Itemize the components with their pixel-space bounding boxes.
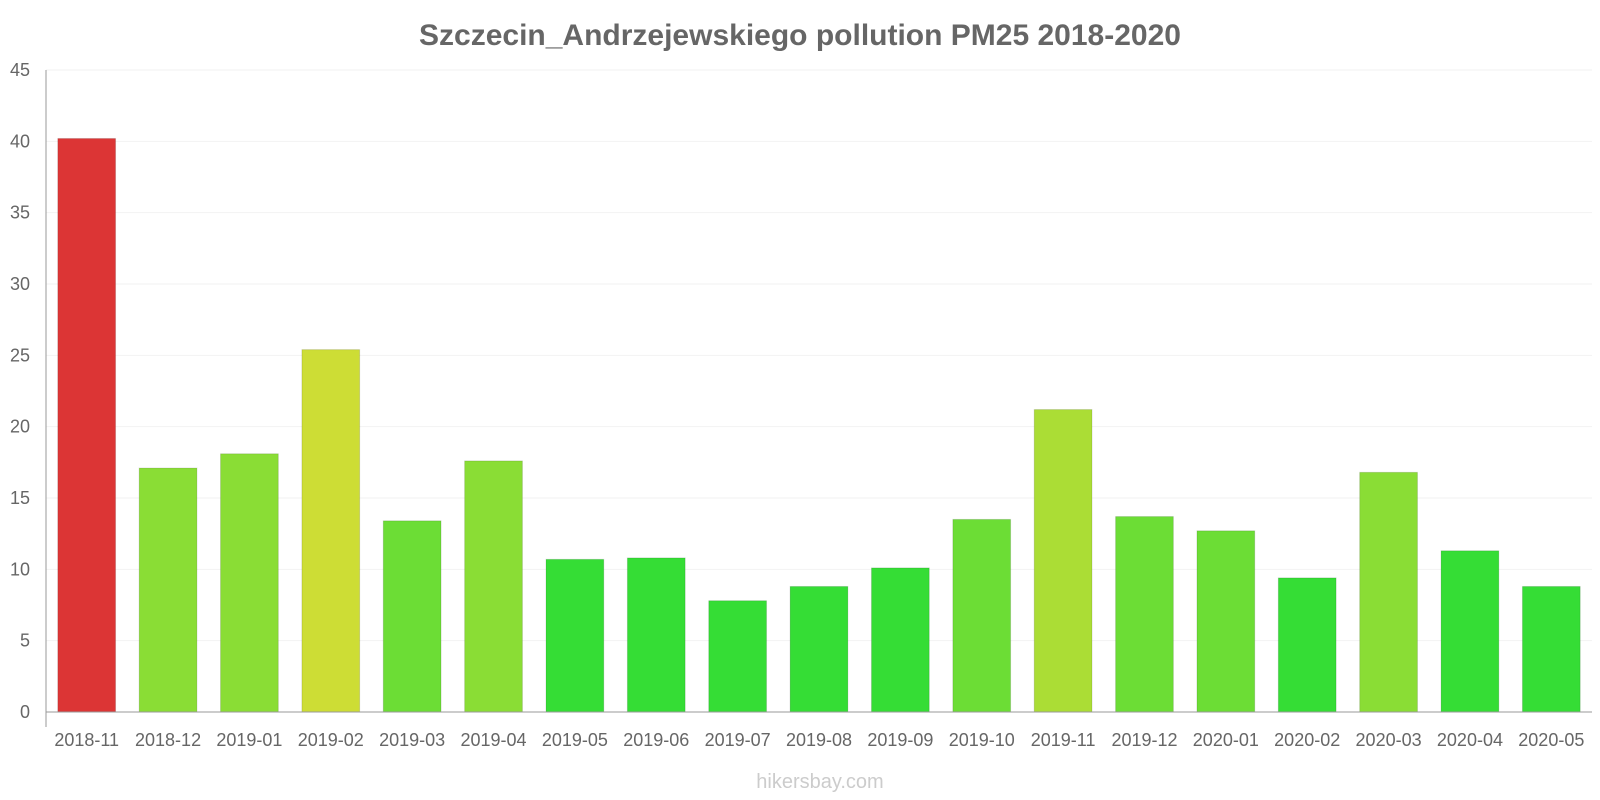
y-tick-label: 15 xyxy=(10,488,30,508)
y-tick-label: 25 xyxy=(10,345,30,365)
bar-2020-02 xyxy=(1277,577,1337,713)
x-tick-label: 2020-04 xyxy=(1437,730,1503,750)
x-axis-ticks: 2018-11 2018-12 2019-01 2019-02 2019-03 2019-… xyxy=(54,730,1584,750)
x-tick-label: 2019-12 xyxy=(1111,730,1177,750)
bar-2019-02 xyxy=(301,349,361,713)
bar-2019-04 xyxy=(464,460,523,713)
bar-2019-11 xyxy=(1033,409,1093,713)
bar-2020-04 xyxy=(1440,550,1500,713)
x-tick-label: 2019-11 xyxy=(1031,730,1096,750)
bar-2018-12 xyxy=(138,467,198,713)
x-tick-label: 2019-02 xyxy=(298,730,364,750)
x-tick-label: 2019-04 xyxy=(460,730,526,750)
x-tick-label: 2019-03 xyxy=(379,730,445,750)
x-tick-label: 2019-05 xyxy=(542,730,608,750)
bar-2019-05 xyxy=(545,558,605,713)
x-tick-label: 2019-06 xyxy=(623,730,689,750)
bar-2019-10 xyxy=(952,518,1012,713)
x-tick-label: 2020-03 xyxy=(1356,730,1422,750)
x-tick-label: 2018-11 xyxy=(54,730,119,750)
bar-2019-08 xyxy=(789,585,849,713)
chart-title: Szczecin_Andrzejewskiego pollution PM25 … xyxy=(419,19,1181,52)
bar-2018-11 xyxy=(57,137,117,713)
y-tick-label: 45 xyxy=(10,60,30,80)
bar-2019-03 xyxy=(382,520,442,713)
y-axis-ticks: 0 5 10 15 20 25 30 35 40 45 xyxy=(10,60,30,722)
x-tick-label: 2019-10 xyxy=(949,730,1015,750)
bar-2020-05 xyxy=(1521,585,1581,713)
bar-2019-12 xyxy=(1115,516,1174,713)
x-tick-label: 2018-12 xyxy=(135,730,201,750)
x-tick-label: 2019-07 xyxy=(705,730,771,750)
x-tick-label: 2020-01 xyxy=(1193,730,1259,750)
x-tick-label: 2020-05 xyxy=(1518,730,1584,750)
y-tick-label: 20 xyxy=(10,417,30,437)
x-tick-label: 2019-01 xyxy=(216,730,282,750)
y-tick-label: 10 xyxy=(10,559,30,579)
x-tick-label: 2019-09 xyxy=(867,730,933,750)
watermark: hikersbay.com xyxy=(756,771,883,793)
y-tick-label: 40 xyxy=(10,131,30,151)
y-tick-label: 0 xyxy=(20,702,30,722)
bar-2019-07 xyxy=(708,600,768,713)
y-tick-label: 35 xyxy=(10,203,30,223)
bar-2019-09 xyxy=(870,567,930,713)
bar-2019-06 xyxy=(626,557,686,713)
y-tick-label: 5 xyxy=(20,631,30,651)
bars xyxy=(57,137,1581,713)
bar-2020-01 xyxy=(1196,530,1256,713)
x-tick-label: 2020-02 xyxy=(1274,730,1340,750)
bar-2020-03 xyxy=(1359,471,1418,713)
bar-2019-01 xyxy=(220,453,279,713)
y-tick-label: 30 xyxy=(10,274,30,294)
x-tick-label: 2019-08 xyxy=(786,730,852,750)
